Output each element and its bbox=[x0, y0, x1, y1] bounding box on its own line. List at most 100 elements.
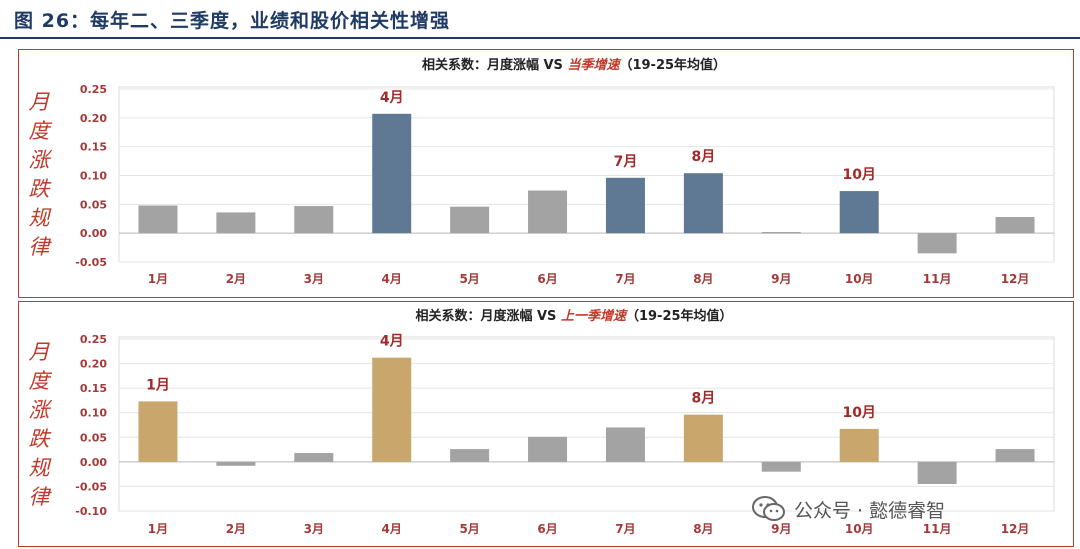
x-tick-label: 10月 bbox=[845, 272, 874, 286]
bar bbox=[216, 461, 256, 466]
bar bbox=[917, 461, 957, 484]
bar-callout-label: 4月 bbox=[380, 334, 404, 350]
side-label-char: 律 bbox=[29, 485, 53, 509]
x-tick-label: 7月 bbox=[615, 272, 635, 286]
x-tick-label: 12月 bbox=[1001, 522, 1030, 536]
chart-title: 相关系数：月度涨幅 VS 上一季增速（19-25年均值） bbox=[415, 308, 732, 324]
bar-callout-label: 8月 bbox=[692, 391, 716, 407]
bar bbox=[294, 206, 334, 234]
bar bbox=[450, 206, 490, 234]
x-tick-label: 3月 bbox=[304, 522, 324, 536]
x-tick-label: 9月 bbox=[771, 522, 791, 536]
y-tick-label: 0.00 bbox=[80, 227, 107, 240]
bar-callout-label: 10月 bbox=[842, 167, 875, 183]
side-label-char: 规 bbox=[29, 456, 53, 480]
x-tick-label: 8月 bbox=[693, 272, 713, 286]
x-tick-label: 4月 bbox=[382, 522, 402, 536]
y-tick-label: 0.00 bbox=[80, 456, 107, 469]
bar bbox=[761, 232, 801, 234]
bar bbox=[839, 191, 879, 234]
x-tick-label: 10月 bbox=[845, 522, 874, 536]
chart-panel-bottom: 相关系数：月度涨幅 VS 上一季增速（19-25年均值） 月度涨跌规律 -0.10 -… bbox=[18, 301, 1074, 547]
y-tick-label: -0.10 bbox=[75, 505, 107, 518]
chart-title-prefix: 相关系数：月度涨幅 VS bbox=[415, 308, 560, 324]
side-label-char: 涨 bbox=[29, 398, 53, 422]
chart-title-emphasis: 当季增速 bbox=[567, 57, 622, 73]
side-label-char: 度 bbox=[29, 369, 53, 393]
y-tick-label: 0.25 bbox=[80, 333, 107, 346]
bar bbox=[528, 436, 568, 462]
x-tick-label: 7月 bbox=[615, 522, 635, 536]
bar-callout-label: 1月 bbox=[146, 377, 170, 393]
bar bbox=[683, 173, 723, 234]
x-tick-label: 6月 bbox=[537, 522, 557, 536]
y-tick-label: -0.05 bbox=[75, 480, 107, 493]
bar bbox=[917, 233, 957, 254]
bar bbox=[372, 357, 412, 462]
y-tick-label: 0.10 bbox=[80, 170, 107, 183]
x-tick-label: 1月 bbox=[148, 272, 168, 286]
chart-title-suffix: （19-25年均值） bbox=[626, 308, 733, 324]
x-tick-label: 9月 bbox=[771, 272, 791, 286]
title-rule bbox=[0, 37, 1080, 39]
side-label-char: 规 bbox=[29, 206, 53, 230]
bar bbox=[995, 217, 1035, 234]
figure-title: 图 26：每年二、三季度，业绩和股价相关性增强 bbox=[14, 10, 451, 32]
bar bbox=[528, 190, 568, 234]
bar bbox=[605, 177, 645, 234]
chart-title: 相关系数：月度涨幅 VS 当季增速（19-25年均值） bbox=[422, 57, 726, 73]
x-tick-label: 6月 bbox=[537, 272, 557, 286]
bar-callout-label: 7月 bbox=[614, 154, 638, 170]
x-tick-label: 11月 bbox=[923, 522, 952, 536]
y-tick-label: 0.25 bbox=[80, 83, 107, 96]
y-tick-label: 0.05 bbox=[80, 198, 107, 211]
side-label-char: 月 bbox=[29, 90, 51, 114]
bar-callout-label: 4月 bbox=[380, 90, 404, 106]
bar bbox=[138, 205, 178, 234]
side-label-char: 跌 bbox=[29, 177, 52, 201]
side-label-char: 跌 bbox=[29, 427, 52, 451]
y-tick-label: 0.20 bbox=[80, 112, 107, 125]
chart-panel-top: 相关系数：月度涨幅 VS 当季增速（19-25年均值） 月度涨跌规律 -0.05 0.… bbox=[18, 49, 1074, 298]
bar-callout-label: 8月 bbox=[692, 149, 716, 165]
x-tick-label: 5月 bbox=[459, 522, 479, 536]
bar bbox=[294, 453, 334, 462]
chart-title-prefix: 相关系数：月度涨幅 VS bbox=[422, 57, 567, 73]
bar bbox=[372, 113, 412, 234]
bar-callout-label: 10月 bbox=[842, 405, 875, 421]
x-tick-label: 3月 bbox=[304, 272, 324, 286]
y-tick-label: -0.05 bbox=[75, 256, 107, 269]
x-tick-label: 8月 bbox=[693, 522, 713, 536]
watermark: 公众号 · 懿德睿智 bbox=[752, 495, 945, 523]
y-tick-label: 0.15 bbox=[80, 141, 107, 154]
x-tick-label: 1月 bbox=[148, 522, 168, 536]
bar bbox=[839, 428, 879, 462]
x-tick-label: 2月 bbox=[226, 522, 246, 536]
y-tick-label: 0.05 bbox=[80, 431, 107, 444]
x-tick-label: 11月 bbox=[923, 272, 952, 286]
chart-title-emphasis: 上一季增速 bbox=[561, 308, 629, 324]
bar bbox=[761, 461, 801, 472]
bar bbox=[138, 401, 178, 462]
bar bbox=[450, 449, 490, 462]
bar bbox=[216, 212, 256, 234]
wechat-icon bbox=[752, 496, 785, 521]
bar bbox=[605, 427, 645, 462]
bar bbox=[683, 414, 723, 462]
chart-title-suffix: （19-25年均值） bbox=[619, 57, 726, 73]
x-tick-label: 2月 bbox=[226, 272, 246, 286]
y-tick-label: 0.15 bbox=[80, 382, 107, 395]
bar bbox=[995, 449, 1035, 462]
y-tick-label: 0.10 bbox=[80, 407, 107, 420]
x-tick-label: 4月 bbox=[382, 272, 402, 286]
side-label-char: 律 bbox=[29, 235, 53, 259]
plot-frame bbox=[118, 86, 1055, 263]
watermark-text: 公众号 · 懿德睿智 bbox=[794, 499, 946, 522]
x-tick-label: 12月 bbox=[1001, 272, 1030, 286]
side-label-char: 涨 bbox=[29, 148, 53, 172]
y-tick-label: 0.20 bbox=[80, 358, 107, 371]
side-label-char: 月 bbox=[29, 340, 51, 364]
x-tick-label: 5月 bbox=[459, 272, 479, 286]
